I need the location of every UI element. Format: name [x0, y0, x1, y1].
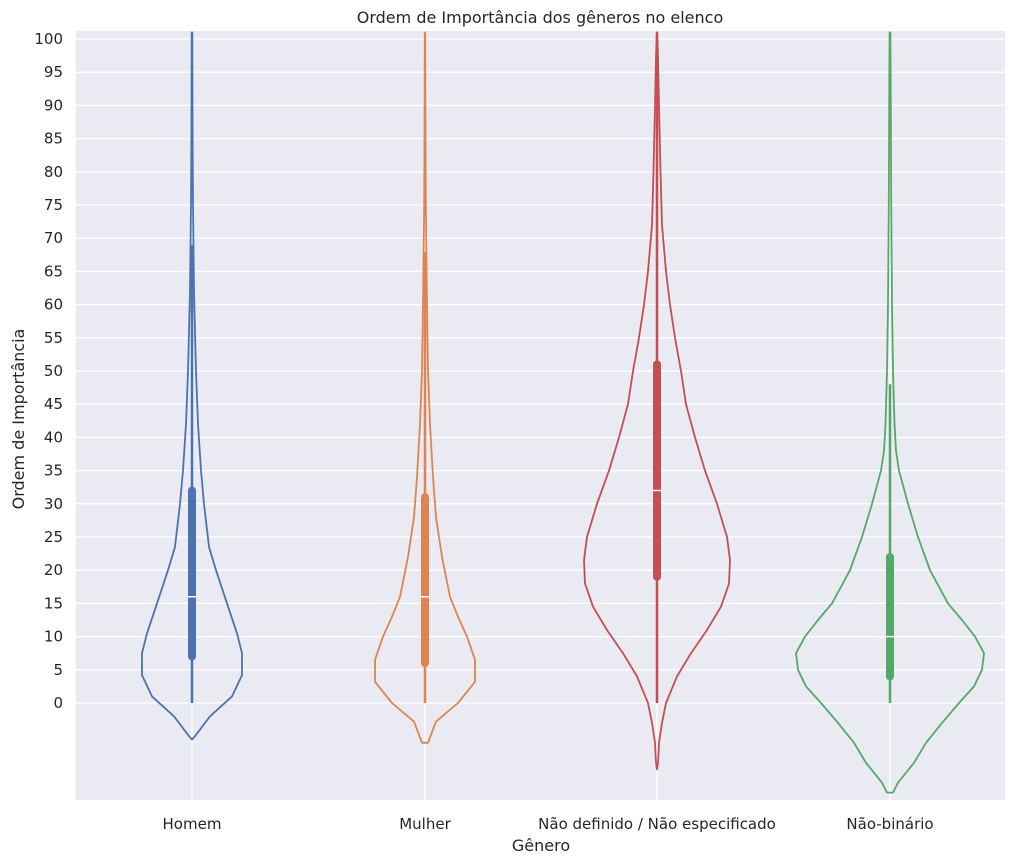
y-tick-label: 60	[44, 296, 63, 314]
y-tick-label: 90	[44, 96, 63, 114]
y-tick-label: 85	[44, 130, 63, 148]
y-tick-label: 40	[44, 428, 63, 446]
x-tick-label: Mulher	[399, 815, 451, 833]
plot-area	[76, 31, 1005, 800]
y-tick-labels: 0 5 10 15 20 25 30 35 40 45 50 55 60 65 70 75 80 85 90 95 10…	[34, 30, 63, 712]
y-tick-label: 15	[44, 594, 63, 612]
y-tick-label: 0	[53, 694, 63, 712]
y-tick-label: 100	[34, 30, 63, 48]
y-tick-label: 45	[44, 395, 63, 413]
y-tick-label: 75	[44, 196, 63, 214]
y-tick-label: 30	[44, 495, 63, 513]
violin-3	[583, 31, 731, 771]
y-axis-label: Ordem de Importância	[9, 329, 28, 510]
violin-outline	[374, 31, 476, 744]
x-tick-labels: Homem Mulher Não definido / Não especifica…	[163, 815, 934, 833]
y-tick-label: 5	[53, 661, 63, 679]
y-tick-label: 20	[44, 561, 63, 579]
violin-outline	[583, 31, 731, 771]
violins	[141, 31, 985, 794]
x-tick-label: Não definido / Não especificado	[538, 815, 776, 833]
y-tick-label: 80	[44, 163, 63, 181]
chart-title: Ordem de Importância dos gêneros no elen…	[357, 8, 724, 27]
x-axis-label: Gênero	[512, 836, 570, 855]
x-tick-label: Não-binário	[846, 815, 933, 833]
y-tick-label: 65	[44, 262, 63, 280]
y-tick-label: 95	[44, 63, 63, 81]
y-tick-label: 50	[44, 362, 63, 380]
x-tick-label: Homem	[163, 815, 222, 833]
violin-4	[795, 31, 985, 794]
violin-2	[374, 31, 476, 744]
y-tick-label: 35	[44, 462, 63, 480]
y-tick-label: 70	[44, 229, 63, 247]
violin-outline	[795, 31, 985, 794]
y-tick-label: 10	[44, 628, 63, 646]
y-tick-label: 55	[44, 329, 63, 347]
violin-1	[141, 31, 243, 741]
y-tick-label: 25	[44, 528, 63, 546]
violin-outline	[141, 31, 243, 741]
